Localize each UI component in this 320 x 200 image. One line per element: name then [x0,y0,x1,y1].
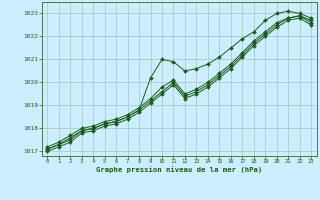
X-axis label: Graphe pression niveau de la mer (hPa): Graphe pression niveau de la mer (hPa) [96,166,262,173]
